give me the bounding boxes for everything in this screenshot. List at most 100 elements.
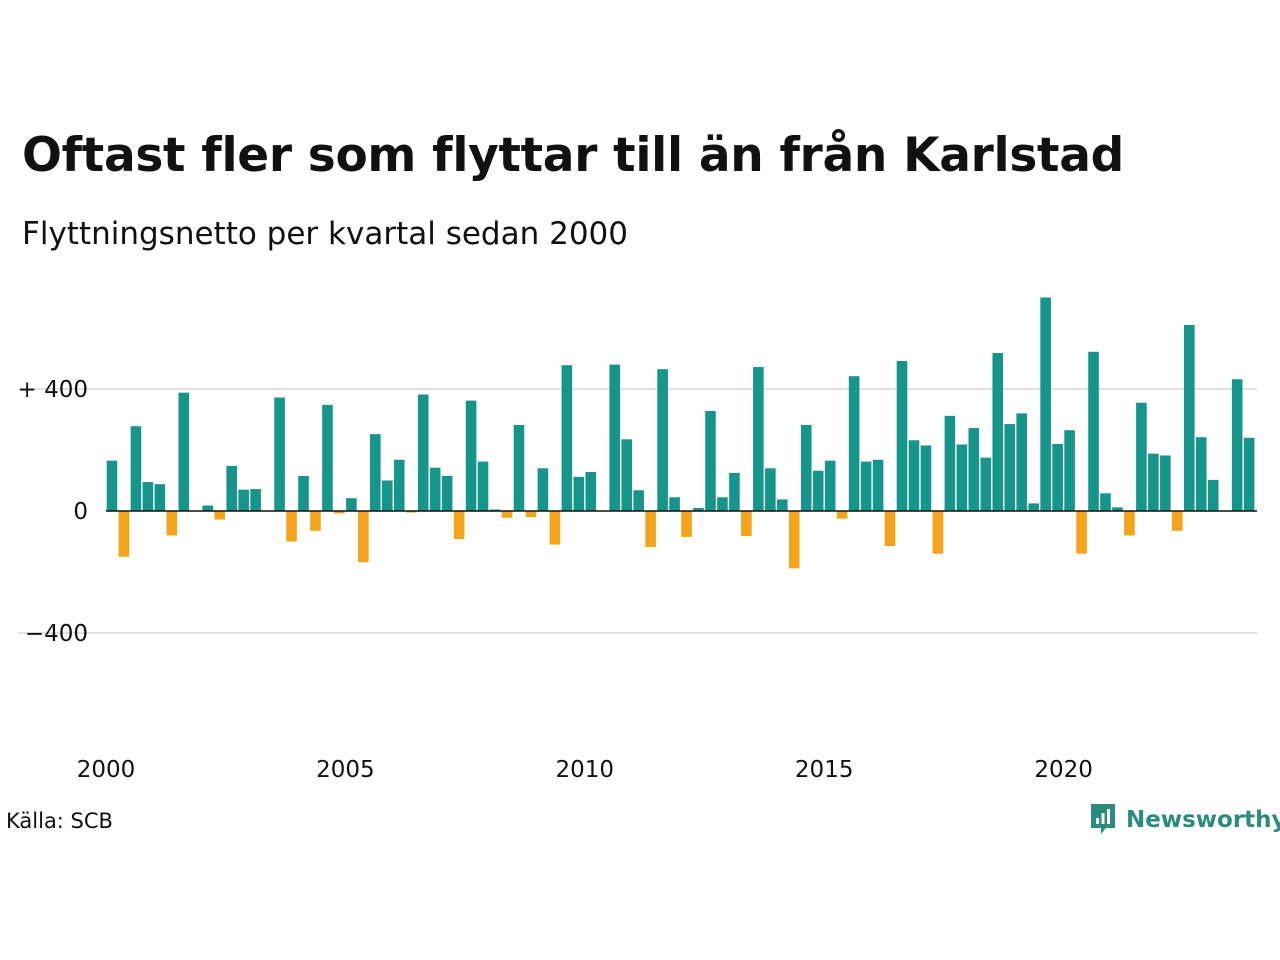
bar <box>788 511 800 569</box>
bar <box>669 497 680 511</box>
bar <box>549 511 561 545</box>
bar <box>884 511 896 547</box>
bar <box>393 459 405 511</box>
bar <box>1243 437 1255 511</box>
bar <box>908 440 920 511</box>
bar <box>1136 402 1147 511</box>
bar <box>1195 437 1207 511</box>
bar <box>322 404 333 511</box>
bar <box>214 511 226 520</box>
bar <box>501 511 513 518</box>
x-tick-label: 2000 <box>77 757 136 783</box>
brand-name: Newsworthy <box>1126 807 1280 833</box>
bar <box>633 490 644 511</box>
bar <box>1088 351 1099 511</box>
bar <box>585 471 597 511</box>
bar <box>932 511 944 554</box>
chart-subtitle: Flyttningsnetto per kvartal sedan 2000 <box>22 216 628 252</box>
bar <box>741 511 752 537</box>
bar <box>465 400 477 511</box>
bar <box>1124 511 1135 536</box>
bar <box>1076 511 1087 554</box>
bar <box>429 467 441 511</box>
bar <box>705 410 716 511</box>
bar <box>118 511 130 557</box>
bar-chart: + 400 0 −400 2000 2005 2010 2015 2020 <box>18 297 1257 783</box>
bar <box>1028 503 1039 511</box>
bar <box>860 461 872 511</box>
x-tick-label: 2020 <box>1034 757 1093 783</box>
bar <box>1207 479 1219 511</box>
bar <box>453 511 465 540</box>
bar <box>166 511 178 536</box>
bar <box>920 445 932 511</box>
bar <box>1040 297 1051 511</box>
bar <box>525 511 537 518</box>
bar <box>286 511 297 542</box>
bar <box>1160 455 1171 511</box>
chart-title: Oftast fler som flyttar till än från Kar… <box>22 128 1124 183</box>
bar <box>812 470 824 511</box>
x-tick-label: 2005 <box>316 757 375 783</box>
bar <box>477 461 489 511</box>
bar <box>956 444 968 511</box>
bar <box>154 484 166 511</box>
bar <box>824 460 836 511</box>
bar <box>621 439 632 511</box>
bar <box>681 511 692 537</box>
bar <box>717 497 728 511</box>
bar <box>609 364 621 511</box>
bar <box>896 360 908 511</box>
bar <box>872 459 884 511</box>
bar <box>130 426 142 511</box>
bar <box>513 424 525 511</box>
x-tick-label: 2010 <box>556 757 615 783</box>
bar <box>1064 430 1075 511</box>
bar <box>381 480 393 511</box>
bar <box>657 369 668 511</box>
bar <box>753 367 764 511</box>
bar <box>836 511 848 519</box>
y-tick-label: 0 <box>73 499 88 525</box>
bars <box>106 297 1255 569</box>
bar <box>489 509 501 511</box>
bar <box>358 511 369 563</box>
x-tick-label: 2015 <box>795 757 854 783</box>
bar <box>944 415 956 511</box>
bar <box>346 498 357 511</box>
bar <box>1172 511 1183 531</box>
y-tick-label: + 400 <box>18 377 88 403</box>
newsworthy-logo: Newsworthy <box>1088 800 1280 840</box>
bar <box>1016 413 1028 511</box>
bar <box>250 489 261 511</box>
bar <box>765 468 776 511</box>
y-tick-label: −400 <box>25 621 88 647</box>
bar <box>417 394 429 511</box>
bar <box>178 392 190 511</box>
bar <box>848 376 860 511</box>
source-note: Källa: SCB <box>6 809 113 833</box>
bar <box>370 434 381 511</box>
bar <box>226 465 237 511</box>
bar <box>142 482 154 511</box>
bar <box>777 499 788 511</box>
bar <box>1100 493 1111 511</box>
bar <box>106 460 118 511</box>
bar <box>537 468 549 511</box>
bar <box>693 507 704 511</box>
bar <box>238 489 249 511</box>
bar <box>729 472 740 511</box>
bar <box>405 511 417 513</box>
bar <box>561 365 573 511</box>
bar <box>274 397 285 511</box>
bar <box>1231 379 1243 511</box>
bar <box>1183 324 1195 511</box>
bar <box>800 424 812 511</box>
bar <box>968 428 980 511</box>
bar <box>441 475 453 511</box>
bar <box>992 353 1004 511</box>
bar <box>202 505 214 511</box>
bar <box>1112 507 1123 511</box>
bar <box>334 511 345 514</box>
bar <box>980 457 992 511</box>
